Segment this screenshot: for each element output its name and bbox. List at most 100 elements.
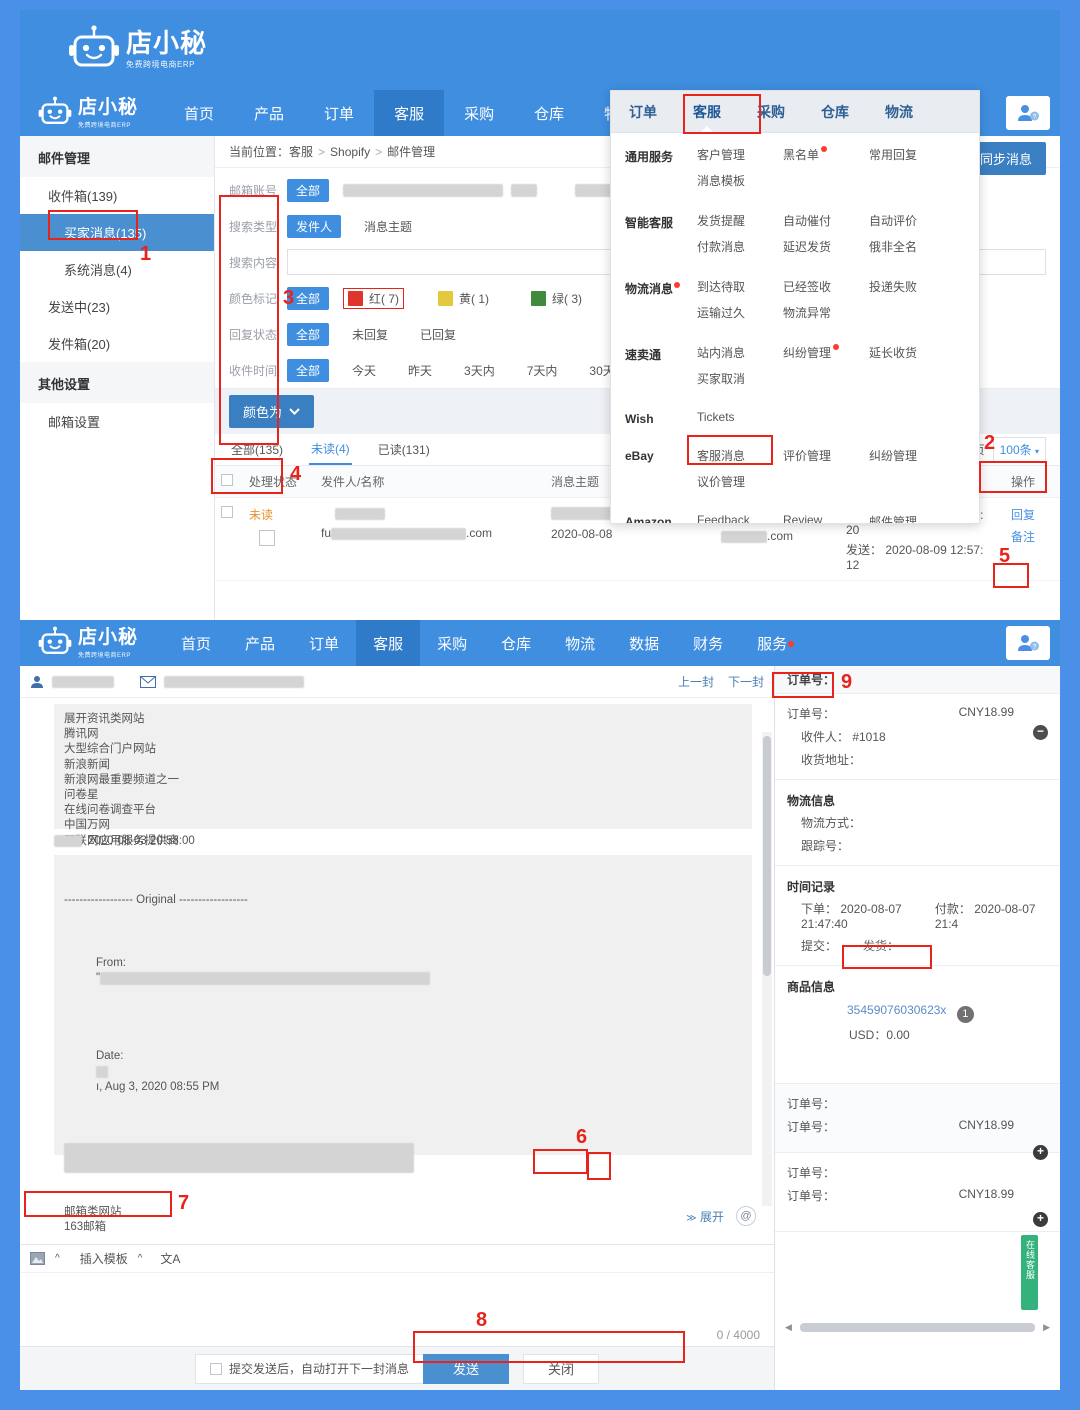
dd-link-customer-mgmt[interactable]: 客户管理: [697, 148, 746, 162]
sidebar-item-mailbox-settings[interactable]: 邮箱设置: [48, 415, 101, 430]
color-chip-red[interactable]: 红( 7): [343, 287, 405, 309]
prev-mail-link[interactable]: 上一封: [677, 675, 714, 689]
dd-link-logistics-exception[interactable]: 物流异常: [783, 306, 832, 320]
nav-item-customer-service[interactable]: 客服: [374, 90, 445, 136]
filter-chip-subject[interactable]: 消息主题: [364, 219, 413, 234]
nav2-item-purchase[interactable]: 采购: [437, 635, 468, 653]
filter-chip-not-replied[interactable]: 未回复: [352, 327, 389, 342]
remark-link[interactable]: 备注: [1011, 530, 1036, 544]
next-mail-link[interactable]: 下一封: [727, 675, 764, 689]
breadcrumb-part-0[interactable]: 客服: [289, 145, 314, 159]
nav2-item-product[interactable]: 产品: [245, 635, 276, 653]
nav-item-order[interactable]: 订单: [324, 105, 355, 123]
nav2-item-customer-service[interactable]: 客服: [356, 620, 421, 666]
tab-read[interactable]: 已读(131): [377, 443, 430, 457]
dd-link-message-template[interactable]: 消息模板: [697, 174, 746, 188]
breadcrumb-part-2[interactable]: 邮件管理: [387, 145, 436, 159]
dd-nav-order[interactable]: 订单: [629, 103, 657, 120]
dd-link-common-reply[interactable]: 常用回复: [869, 148, 918, 162]
nav2-item-warehouse[interactable]: 仓库: [501, 635, 532, 653]
filter-chip-reply-all[interactable]: 全部: [287, 322, 330, 346]
nav-item-warehouse[interactable]: 仓库: [534, 105, 565, 123]
filter-chip-sender[interactable]: 发件人: [287, 214, 342, 238]
dd-link-review-mgmt-ebay[interactable]: 评价管理: [783, 449, 832, 463]
mail-body-scrollbar[interactable]: [762, 732, 772, 1206]
auto-next-option[interactable]: 提交发送后，自动打开下一封消息: [194, 1353, 423, 1384]
filter-chip-all-colors[interactable]: 全部: [287, 286, 330, 310]
template-caret-icon[interactable]: ^: [137, 1253, 143, 1264]
filter-chip-all-accounts[interactable]: 全部: [287, 178, 330, 202]
dd-link-auto-review[interactable]: 自动评价: [869, 214, 918, 228]
row-flag-checkbox[interactable]: [259, 530, 275, 546]
dd-link-russia-fullname[interactable]: 俄非全名: [869, 240, 918, 254]
dd-nav-purchase[interactable]: 采购: [757, 103, 785, 120]
compose-textarea[interactable]: [20, 1272, 774, 1346]
filter-chip-3days[interactable]: 3天内: [464, 363, 495, 378]
dd-nav-logistics[interactable]: 物流: [885, 103, 913, 120]
dd-link-auto-payment-reminder[interactable]: 自动催付: [783, 214, 832, 228]
insert-template-button[interactable]: 插入模板: [79, 1252, 128, 1266]
nav2-item-service[interactable]: 服务: [740, 620, 811, 666]
dd-link-mail-mgmt-amazon[interactable]: 邮件管理: [869, 515, 918, 523]
dd-nav-customer-service[interactable]: 客服: [675, 91, 739, 132]
scroll-right-icon[interactable]: ▶: [1043, 1322, 1050, 1332]
sidebar-item-outbox[interactable]: 发件箱(20): [48, 337, 111, 352]
tab-all[interactable]: 全部(135): [231, 443, 284, 457]
sidebar-item-system-messages[interactable]: 系统消息(4): [64, 263, 132, 278]
dd-link-feedback[interactable]: Feedback: [697, 513, 750, 523]
image-caret-icon[interactable]: ^: [55, 1253, 60, 1264]
select-all-checkbox[interactable]: [221, 474, 233, 486]
close-button[interactable]: 关闭: [523, 1353, 600, 1384]
translate-icon[interactable]: 文A: [160, 1252, 181, 1266]
dd-link-buyer-cancel[interactable]: 买家取消: [697, 372, 746, 386]
send-button[interactable]: 发送: [422, 1353, 509, 1384]
product-sku[interactable]: 35459076030623x: [847, 1003, 947, 1017]
filter-chip-time-all[interactable]: 全部: [287, 358, 330, 382]
nav2-item-data[interactable]: 数据: [629, 635, 660, 653]
dd-link-site-message[interactable]: 站内消息: [697, 346, 746, 360]
color-chip-green[interactable]: 绿( 3): [531, 290, 582, 307]
scrollbar-thumb[interactable]: [763, 736, 771, 976]
nav2-item-finance[interactable]: 财务: [693, 635, 724, 653]
nav-item-product[interactable]: 产品: [254, 105, 285, 123]
dd-link-tickets[interactable]: Tickets: [697, 410, 735, 424]
dd-link-delivery-failed[interactable]: 投递失败: [869, 280, 918, 294]
dd-link-delayed-shipping[interactable]: 延迟发货: [783, 240, 832, 254]
nav2-item-logistics[interactable]: 物流: [565, 635, 596, 653]
auto-next-checkbox[interactable]: [209, 1362, 222, 1375]
expand-order3-button[interactable]: +: [1033, 1211, 1048, 1227]
dd-link-dispute-mgmt-ebay[interactable]: 纠纷管理: [869, 449, 918, 463]
sidebar-item-inbox[interactable]: 收件箱(139): [48, 189, 118, 204]
order-pane-hscrollbar[interactable]: ◀ ▶: [785, 1322, 1050, 1332]
dd-link-cs-message-ebay[interactable]: 客服消息: [697, 449, 746, 463]
sidebar-item-buyer-messages[interactable]: 买家消息(135): [20, 214, 214, 251]
filter-chip-7days[interactable]: 7天内: [526, 363, 558, 378]
row-select-checkbox[interactable]: [221, 506, 233, 518]
scroll-left-icon[interactable]: ◀: [785, 1322, 792, 1332]
dd-link-blacklist[interactable]: 黑名单: [783, 146, 869, 163]
sidebar-item-sending[interactable]: 发送中(23): [48, 300, 111, 315]
expand-link[interactable]: ≫ 展开: [686, 1208, 724, 1225]
nav-item-home[interactable]: 首页: [184, 105, 215, 123]
dd-link-signed[interactable]: 已经签收: [783, 280, 832, 294]
user-avatar-button-2[interactable]: ?: [1006, 626, 1050, 660]
nav2-item-order[interactable]: 订单: [309, 635, 340, 653]
dd-link-arrived-pickup[interactable]: 到达待取: [697, 280, 746, 294]
online-support-tab[interactable]: 在线客服: [1021, 1235, 1038, 1310]
color-chip-yellow[interactable]: 黄( 1): [438, 290, 489, 307]
nav2-item-home[interactable]: 首页: [181, 635, 212, 653]
filter-chip-yesterday[interactable]: 昨天: [408, 363, 433, 378]
per-page-select[interactable]: 100条 ▾: [992, 437, 1046, 462]
tab-unread[interactable]: 未读(4): [309, 434, 352, 465]
navbar-logo-2[interactable]: 店小秘 免费跨境电商ERP: [38, 626, 138, 660]
navbar-logo-1[interactable]: 店小秘 免费跨境电商ERP: [38, 96, 138, 130]
insert-image-icon[interactable]: [30, 1252, 45, 1265]
hscroll-thumb[interactable]: [799, 1323, 1036, 1332]
collapse-order-button[interactable]: −: [1033, 725, 1048, 740]
dd-link-review[interactable]: Review: [783, 513, 823, 523]
dd-nav-warehouse[interactable]: 仓库: [821, 103, 849, 120]
user-avatar-button-1[interactable]: ?: [1006, 96, 1050, 130]
dd-link-dispute-mgmt-ae[interactable]: 纠纷管理: [783, 344, 869, 361]
dd-link-transit-too-long[interactable]: 运输过久: [697, 306, 746, 320]
breadcrumb-part-1[interactable]: Shopify: [330, 144, 371, 159]
